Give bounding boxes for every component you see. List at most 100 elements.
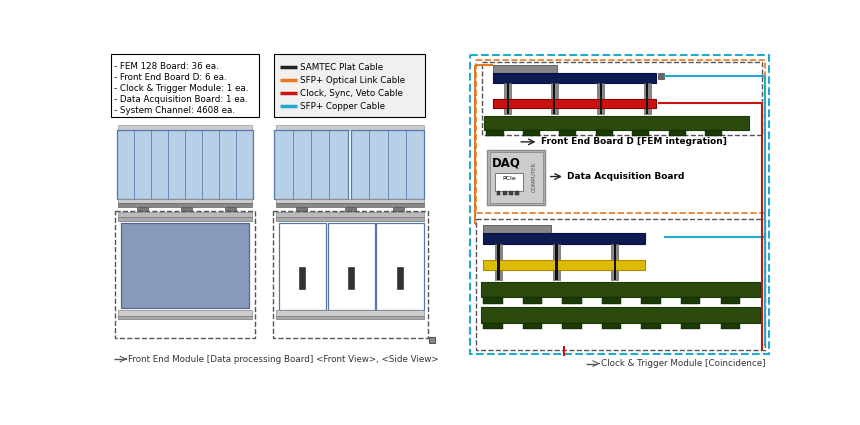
Text: SFP+ Copper Cable: SFP+ Copper Cable (300, 102, 385, 111)
Bar (644, 83, 651, 114)
Bar (274, 130, 347, 199)
Bar (119, 199, 252, 203)
Bar (476, 219, 765, 350)
Bar (484, 116, 749, 130)
Bar (504, 83, 512, 114)
Bar (394, 207, 404, 211)
Bar (596, 130, 613, 136)
Bar (496, 191, 501, 195)
Text: DAQ: DAQ (491, 157, 520, 170)
Bar (119, 125, 252, 130)
Bar (225, 207, 237, 211)
Bar (276, 217, 425, 221)
Bar (328, 224, 375, 310)
Bar (347, 267, 354, 289)
Bar (481, 282, 760, 297)
Bar (279, 224, 326, 310)
Bar (377, 224, 424, 310)
Bar (602, 298, 621, 303)
Bar (296, 207, 307, 211)
Bar (721, 323, 740, 329)
Bar (556, 244, 558, 280)
Bar (274, 54, 425, 117)
Text: SAMTEC Plat Cable: SAMTEC Plat Cable (300, 62, 384, 72)
Bar (705, 130, 722, 136)
Bar (495, 244, 502, 280)
Bar (482, 225, 550, 233)
Bar (481, 307, 760, 323)
Bar (523, 323, 543, 329)
Bar (483, 298, 503, 303)
Bar (494, 73, 656, 83)
Bar (495, 173, 523, 191)
Bar (611, 244, 618, 280)
Bar (470, 55, 769, 354)
Bar (482, 233, 645, 244)
Text: SFP+ Optical Link Cable: SFP+ Optical Link Cable (300, 76, 406, 85)
Bar (482, 62, 762, 135)
Bar (515, 191, 519, 195)
Text: Front End Board D [FEM integration]: Front End Board D [FEM integration] (541, 137, 727, 146)
Bar (642, 323, 660, 329)
Bar (562, 298, 582, 303)
Bar (494, 99, 656, 108)
Bar (523, 130, 540, 136)
Text: Clock, Sync, Veto Cable: Clock, Sync, Veto Cable (300, 89, 403, 98)
Bar (276, 212, 425, 217)
Bar (476, 60, 765, 212)
Bar (553, 244, 560, 280)
Text: - FEM 128 Board: 36 ea.: - FEM 128 Board: 36 ea. (114, 62, 219, 71)
Bar (119, 212, 252, 217)
Text: COMPUTER: COMPUTER (531, 162, 537, 193)
Text: - System Channel: 4608 ea.: - System Channel: 4608 ea. (114, 106, 236, 116)
Bar (115, 211, 255, 338)
Bar (482, 261, 645, 270)
Bar (117, 130, 253, 199)
Bar (681, 323, 700, 329)
Bar (345, 207, 355, 211)
Bar (111, 54, 260, 117)
Bar (550, 83, 558, 114)
Bar (632, 130, 649, 136)
Bar (681, 298, 700, 303)
Bar (602, 323, 621, 329)
Bar (503, 191, 507, 195)
Text: Data Acquisition Board: Data Acquisition Board (567, 172, 685, 181)
Bar (137, 207, 148, 211)
Bar (509, 191, 513, 195)
Bar (483, 323, 503, 329)
Bar (351, 130, 425, 199)
Bar (562, 323, 582, 329)
Bar (119, 217, 252, 221)
Bar (523, 298, 543, 303)
Bar (553, 83, 556, 114)
Text: - Data Acquisition Board: 1 ea.: - Data Acquisition Board: 1 ea. (114, 95, 248, 104)
Bar (507, 83, 509, 114)
Bar (276, 203, 425, 207)
Bar (613, 244, 616, 280)
Text: - Clock & Trigger Module: 1 ea.: - Clock & Trigger Module: 1 ea. (114, 84, 249, 93)
Bar (646, 83, 648, 114)
Text: Front End Module [Data processing Board] <Front View>, <Side View>: Front End Module [Data processing Board]… (128, 354, 439, 363)
Bar (276, 125, 425, 130)
Bar (488, 150, 545, 205)
Bar (494, 65, 557, 73)
Bar (181, 207, 192, 211)
Bar (721, 298, 740, 303)
Text: PCIe: PCIe (502, 176, 516, 181)
Bar (559, 130, 576, 136)
Bar (121, 224, 249, 308)
Text: Clock & Trigger Module [Coincidence]: Clock & Trigger Module [Coincidence] (601, 359, 765, 368)
Bar (119, 316, 252, 319)
Bar (396, 267, 402, 289)
Bar (276, 316, 425, 319)
Bar (598, 83, 605, 114)
Bar (429, 337, 435, 343)
Bar (599, 83, 602, 114)
Bar (119, 310, 252, 316)
Bar (489, 152, 543, 203)
Text: - Front End Board D: 6 ea.: - Front End Board D: 6 ea. (114, 73, 227, 82)
Bar (276, 199, 425, 203)
Bar (658, 74, 664, 79)
Bar (497, 244, 500, 280)
